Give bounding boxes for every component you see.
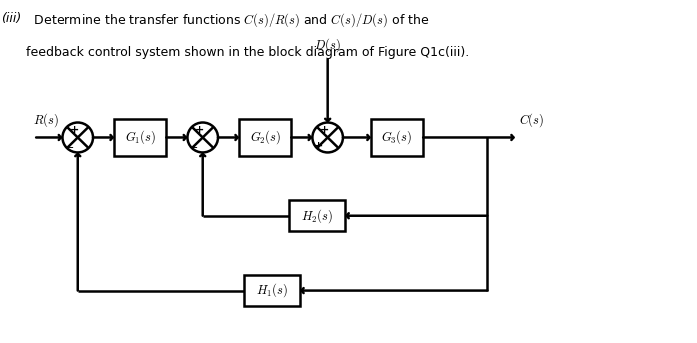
Text: $R(s)$: $R(s)$ [33, 111, 59, 129]
Text: +: + [70, 125, 79, 135]
Text: Determine the transfer functions $C(s)/R(s)$ and $C(s)/D(s)$ of the: Determine the transfer functions $C(s)/R… [26, 12, 429, 29]
Text: +: + [320, 125, 329, 135]
Text: $H_1(s)$: $H_1(s)$ [256, 282, 288, 299]
Text: $G_1(s)$: $G_1(s)$ [125, 129, 156, 146]
Text: feedback control system shown in the block diagram of Figure Q1c(iii).: feedback control system shown in the blo… [26, 46, 469, 59]
Text: (iii): (iii) [1, 12, 22, 25]
Text: $G_3(s)$: $G_3(s)$ [381, 129, 413, 146]
Text: $H_2(s)$: $H_2(s)$ [301, 207, 333, 225]
Text: $C(s)$: $C(s)$ [519, 111, 544, 129]
Text: +: + [314, 141, 323, 151]
Text: $G_2(s)$: $G_2(s)$ [250, 129, 281, 146]
Text: $-$: $-$ [63, 141, 74, 151]
Bar [371, 119, 423, 156]
Text: $D(s)$: $D(s)$ [314, 36, 341, 54]
Bar [289, 200, 345, 231]
Bar [239, 119, 291, 156]
Text: $-$: $-$ [188, 141, 199, 151]
Bar [114, 119, 167, 156]
Bar [245, 275, 300, 306]
Text: +: + [195, 125, 204, 135]
